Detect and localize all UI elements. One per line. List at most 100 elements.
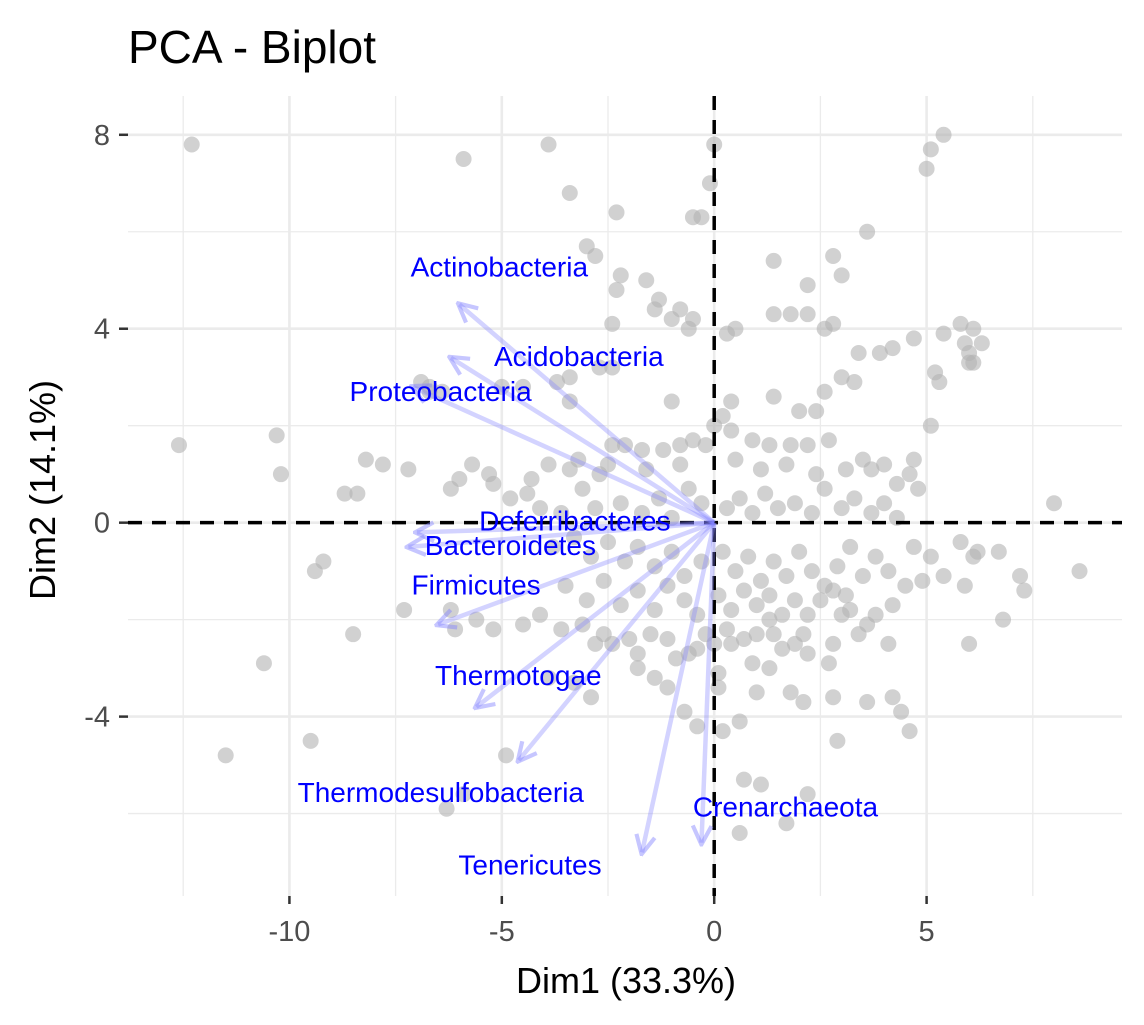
data-point [803, 504, 820, 521]
data-point [629, 582, 646, 599]
data-point [714, 723, 731, 740]
data-point [272, 466, 289, 483]
data-point [718, 621, 735, 638]
data-point [791, 403, 808, 420]
data-point [825, 582, 842, 599]
data-point [816, 480, 833, 497]
data-point [345, 626, 362, 643]
data-point [617, 437, 633, 454]
data-point [723, 393, 740, 410]
data-point [735, 771, 752, 788]
data-point [774, 606, 791, 623]
data-point [697, 626, 714, 643]
data-point [1046, 495, 1063, 512]
data-point [612, 495, 629, 512]
data-point [765, 252, 782, 269]
data-point [672, 301, 689, 318]
data-point [765, 306, 782, 323]
data-point [455, 786, 472, 803]
individual-points [170, 126, 1088, 841]
data-point [566, 674, 583, 691]
data-point [935, 568, 952, 584]
data-point [876, 456, 893, 473]
data-point [795, 694, 812, 711]
data-point [587, 500, 604, 517]
variable-arrow [438, 520, 715, 625]
data-point [820, 655, 837, 672]
data-point [752, 776, 769, 793]
data-point [515, 378, 532, 395]
data-point [680, 645, 697, 662]
data-point [663, 543, 680, 560]
data-point [833, 500, 850, 517]
variable-label: Actinobacteria [411, 251, 589, 282]
data-point [922, 417, 939, 434]
data-point [846, 374, 863, 391]
data-point [553, 504, 570, 521]
variable-label: Thermotogae [435, 660, 602, 691]
data-point [854, 568, 871, 584]
data-point [561, 393, 578, 410]
data-point [621, 631, 638, 648]
data-point [697, 437, 714, 454]
data-point [905, 330, 922, 347]
data-point [723, 635, 740, 652]
data-point [349, 485, 366, 502]
data-point [672, 456, 689, 473]
data-point [455, 151, 472, 168]
data-point [400, 461, 417, 478]
data-point [969, 543, 986, 560]
data-point [336, 485, 353, 502]
data-point [646, 558, 663, 575]
data-point [765, 388, 782, 405]
data-point [646, 669, 663, 686]
data-point [782, 306, 799, 323]
data-point [183, 136, 200, 153]
data-point [570, 451, 587, 468]
reference-lines [128, 96, 1122, 896]
data-point [544, 538, 561, 555]
data-point [744, 655, 761, 672]
data-point [935, 325, 952, 342]
data-point [396, 601, 413, 618]
data-point [808, 403, 825, 420]
data-point [540, 136, 557, 153]
y-axis-title: Dim2 (14.1%) [22, 380, 63, 600]
data-point [485, 621, 502, 638]
data-point [680, 320, 697, 337]
data-point [761, 660, 778, 677]
variable-arrow [459, 304, 716, 525]
data-point [820, 432, 837, 449]
data-point [587, 248, 604, 264]
data-point [752, 461, 769, 478]
data-point [910, 480, 927, 497]
data-point [748, 626, 765, 643]
data-point [519, 485, 536, 502]
data-point [438, 800, 455, 817]
variable-label: Acidobacteria [494, 341, 664, 372]
data-point [587, 635, 604, 652]
data-point [689, 718, 706, 735]
data-point [748, 684, 765, 701]
data-point [897, 577, 914, 594]
data-point [604, 315, 621, 332]
data-point [578, 592, 595, 609]
data-point [825, 315, 842, 332]
data-point [918, 160, 935, 177]
data-point [574, 480, 591, 497]
data-point [752, 572, 769, 589]
data-point [786, 495, 803, 512]
data-point [523, 471, 540, 488]
data-point [557, 577, 574, 594]
variable-labels: Actinobacteria Acidobacteria Proteobacteri… [298, 251, 879, 880]
data-point [650, 490, 667, 507]
data-point [850, 344, 867, 361]
data-point [799, 437, 816, 454]
data-point [863, 461, 880, 478]
data-point [825, 689, 842, 706]
data-point [629, 660, 646, 677]
data-point [600, 534, 617, 551]
variable-label: Deferribacteres [479, 505, 670, 536]
data-point [714, 543, 731, 560]
data-point [799, 645, 816, 662]
